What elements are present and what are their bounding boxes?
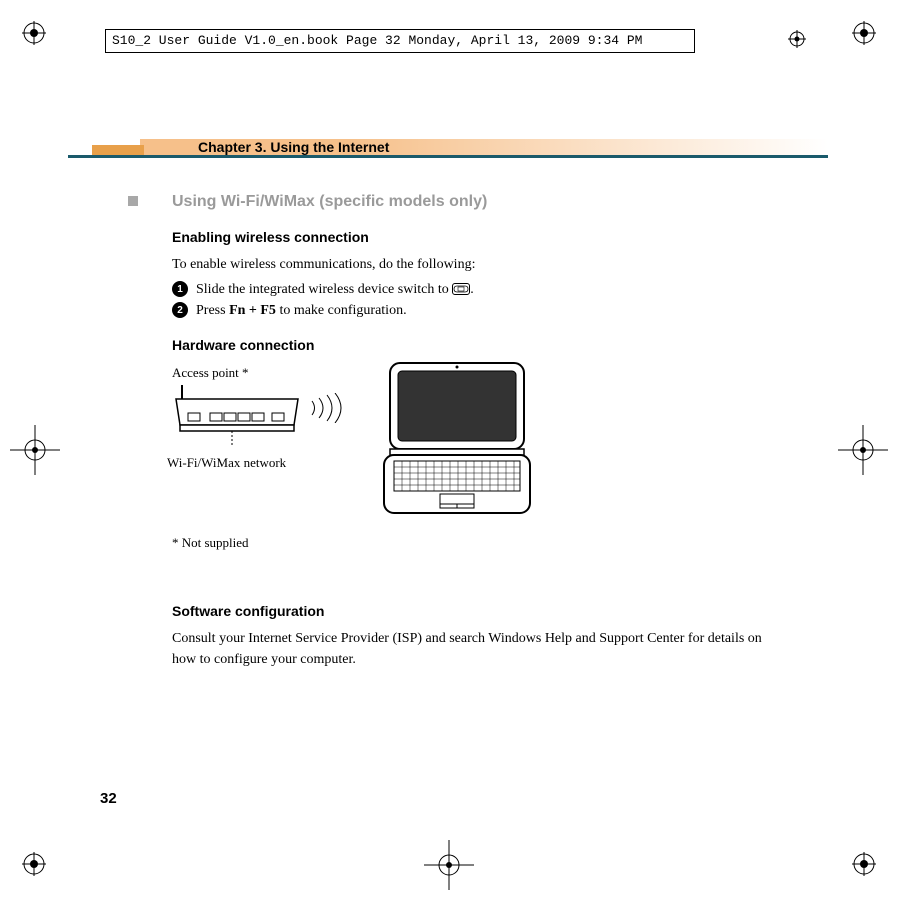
section-bullet <box>128 196 138 206</box>
step2-a: Press <box>196 303 229 318</box>
step-2-text: Press Fn + F5 to make configuration. <box>196 300 407 321</box>
step1-post: . <box>470 282 474 297</box>
step-1-text: Slide the integrated wireless device swi… <box>196 279 474 300</box>
laptop-icon <box>372 357 542 527</box>
cross-bottom <box>424 840 474 890</box>
step1-pre: Slide the integrated wireless device swi… <box>196 282 452 297</box>
access-point-label: Access point * <box>172 365 249 381</box>
chapter-title: Chapter 3. Using the Internet <box>198 139 389 155</box>
cross-left <box>10 425 60 475</box>
step-number-1: 1 <box>172 281 188 297</box>
hardware-diagram: Access point * Wi-Fi/WiMax network <box>172 365 772 545</box>
subheading-hardware: Hardware connection <box>172 337 772 353</box>
reg-mark-tr <box>852 21 876 45</box>
page-number: 32 <box>100 790 117 807</box>
subheading-enabling: Enabling wireless connection <box>172 229 772 245</box>
banner-dark-line <box>68 155 828 158</box>
step-1: 1 Slide the integrated wireless device s… <box>172 279 772 300</box>
intro-text: To enable wireless communications, do th… <box>172 255 772 275</box>
wireless-switch-icon <box>452 283 470 295</box>
access-point-icon <box>172 385 302 425</box>
reg-mark-br <box>852 852 876 876</box>
subheading-software: Software configuration <box>172 603 772 619</box>
banner-orange-block <box>92 145 144 155</box>
chapter-banner: Chapter 3. Using the Internet <box>68 120 828 170</box>
not-supplied-note: * Not supplied <box>172 535 249 551</box>
source-header: S10_2 User Guide V1.0_en.book Page 32 Mo… <box>105 29 695 53</box>
step-number-2: 2 <box>172 302 188 318</box>
wireless-signal-icon <box>307 393 357 428</box>
step-2: 2 Press Fn + F5 to make configuration. <box>172 300 772 321</box>
section-heading: Using Wi-Fi/WiMax (specific models only) <box>172 193 772 211</box>
source-header-text: S10_2 User Guide V1.0_en.book Page 32 Mo… <box>112 33 643 48</box>
software-body: Consult your Internet Service Provider (… <box>172 629 772 670</box>
step2-b: Fn + F5 <box>229 303 276 318</box>
reg-mark-bl <box>22 852 46 876</box>
reg-mark-tl <box>22 21 46 45</box>
page-content: Using Wi-Fi/WiMax (specific models only)… <box>172 193 772 674</box>
target-mark-header <box>788 30 806 48</box>
wifi-network-label: Wi-Fi/WiMax network <box>167 455 286 471</box>
step2-c: to make configuration. <box>276 303 407 318</box>
cross-right <box>838 425 888 475</box>
